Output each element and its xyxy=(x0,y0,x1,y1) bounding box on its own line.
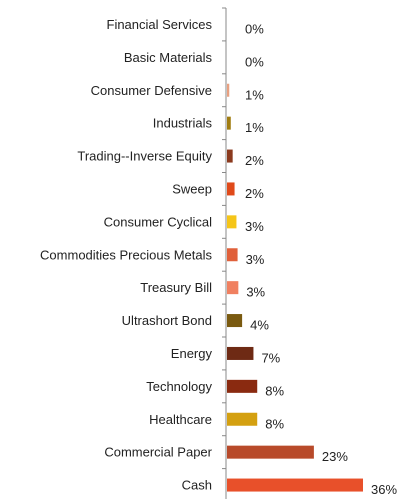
bar xyxy=(227,215,237,229)
category-label: Commodities Precious Metals xyxy=(40,247,212,262)
bar xyxy=(227,281,239,295)
category-label: Consumer Cyclical xyxy=(104,214,212,229)
category-label: Treasury Bill xyxy=(140,280,212,295)
category-label: Industrials xyxy=(153,116,213,131)
data-label: 0% xyxy=(245,21,264,36)
bar xyxy=(227,248,238,262)
data-label: 3% xyxy=(245,219,264,234)
bar xyxy=(227,149,233,163)
category-label: Healthcare xyxy=(149,412,212,427)
bar xyxy=(227,445,314,459)
category-label: Ultrashort Bond xyxy=(122,313,212,328)
bar xyxy=(227,379,258,393)
data-label: 36% xyxy=(371,482,397,497)
data-label: 3% xyxy=(246,285,265,300)
category-label: Basic Materials xyxy=(124,50,213,65)
category-label: Trading--Inverse Equity xyxy=(77,149,212,164)
bar xyxy=(227,83,230,97)
category-label: Sweep xyxy=(172,181,212,196)
data-label: 2% xyxy=(245,153,264,168)
category-label: Commercial Paper xyxy=(104,445,212,460)
category-label: Cash xyxy=(182,478,212,493)
bar xyxy=(227,412,258,426)
category-label: Consumer Defensive xyxy=(91,83,212,98)
data-label: 7% xyxy=(261,350,280,365)
category-label: Technology xyxy=(146,379,212,394)
data-label: 1% xyxy=(245,120,264,135)
data-label: 1% xyxy=(245,87,264,102)
bar xyxy=(227,182,235,196)
category-label: Energy xyxy=(171,346,213,361)
bar xyxy=(227,346,254,360)
bar xyxy=(227,116,231,130)
bar xyxy=(227,478,363,492)
data-label: 0% xyxy=(245,54,264,69)
category-label: Financial Services xyxy=(107,17,213,32)
data-label: 4% xyxy=(250,318,269,333)
data-label: 8% xyxy=(265,383,284,398)
data-label: 8% xyxy=(265,416,284,431)
data-label: 23% xyxy=(322,449,348,464)
data-label: 2% xyxy=(245,186,264,201)
data-label: 3% xyxy=(246,252,265,267)
bar xyxy=(227,314,243,328)
